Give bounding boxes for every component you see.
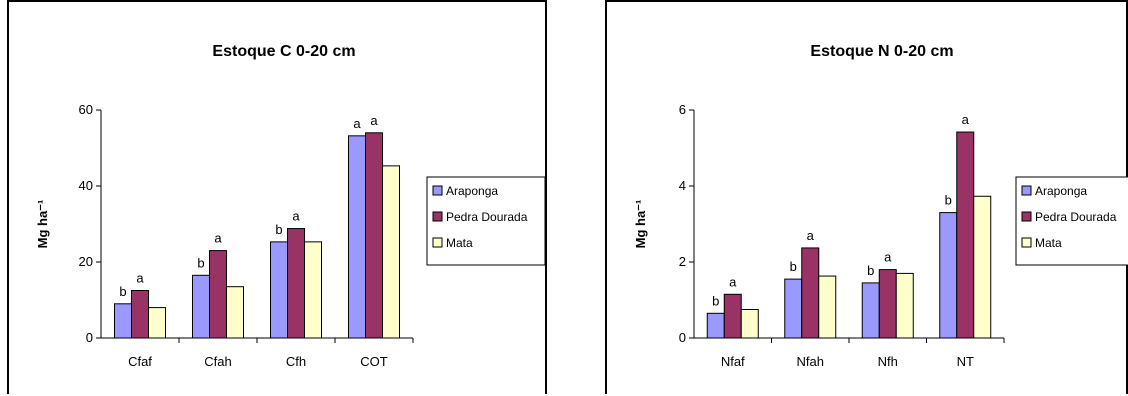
significance-letter: b xyxy=(790,259,797,274)
y-tick-label: 20 xyxy=(79,254,93,269)
legend-box xyxy=(426,176,546,266)
bar xyxy=(706,312,725,339)
y-axis-label: Mg ha⁻¹ xyxy=(633,200,648,249)
bar xyxy=(382,165,400,339)
significance-letter: b xyxy=(712,293,719,308)
bar xyxy=(287,228,305,339)
legend-label: Araponga xyxy=(1035,184,1087,198)
chart-title: Estoque N 0-20 cm xyxy=(810,43,953,60)
x-tick-label: Cfah xyxy=(204,354,231,369)
significance-letter: b xyxy=(119,284,126,299)
bar xyxy=(723,293,742,339)
bar xyxy=(209,250,227,339)
bar xyxy=(365,132,383,339)
x-tick-label: Nfh xyxy=(878,354,898,369)
y-tick-label: 4 xyxy=(679,178,686,193)
bar xyxy=(304,241,322,339)
y-tick-label: 6 xyxy=(679,102,686,117)
y-tick-label: 60 xyxy=(79,102,93,117)
bar xyxy=(939,212,958,339)
bar xyxy=(861,282,880,339)
significance-letter: a xyxy=(353,116,361,131)
chart-panel-carbon: Estoque C 0-20 cm Mg ha⁻¹ 0 20 40 60 Cfaf b a Cfa… xyxy=(7,0,547,394)
x-tick-label: NT xyxy=(957,354,974,369)
bar xyxy=(740,309,759,339)
legend-label: Mata xyxy=(446,236,473,250)
x-tick-label: Nfah xyxy=(797,354,824,369)
bar xyxy=(973,195,992,339)
bar xyxy=(114,303,132,339)
legend-swatch xyxy=(1021,185,1032,196)
significance-letter: a xyxy=(370,113,378,128)
x-tick-label: Cfh xyxy=(286,354,306,369)
legend-swatch xyxy=(432,185,443,196)
significance-letter: a xyxy=(729,274,737,289)
chart-title: Estoque C 0-20 cm xyxy=(212,43,355,60)
legend-label: Mata xyxy=(1035,236,1062,250)
chart-panel-nitrogen: Estoque N 0-20 cm Mg ha⁻¹ 0 2 4 6 Nfaf b a Nfah b a… xyxy=(605,0,1128,394)
bar xyxy=(784,278,803,339)
bar xyxy=(801,247,820,339)
bar xyxy=(878,269,897,339)
significance-letter: a xyxy=(136,271,144,286)
significance-letter: a xyxy=(884,250,892,265)
significance-letter: a xyxy=(962,112,970,127)
legend-swatch xyxy=(432,237,443,248)
y-tick-label: 2 xyxy=(679,254,686,269)
bar xyxy=(192,274,210,339)
bar xyxy=(348,135,366,339)
bar xyxy=(226,286,244,339)
y-tick-label: 0 xyxy=(86,330,93,345)
x-tick-label: Nfaf xyxy=(721,354,745,369)
legend-label: Pedra Dourada xyxy=(1035,210,1117,224)
legend-swatch xyxy=(1021,211,1032,222)
bar xyxy=(131,290,149,339)
bar xyxy=(270,241,288,339)
legend-label: Pedra Dourada xyxy=(446,210,528,224)
y-axis-label: Mg ha⁻¹ xyxy=(35,200,50,249)
significance-letter: b xyxy=(275,222,282,237)
x-tick-label: Cfaf xyxy=(128,354,152,369)
significance-letter: a xyxy=(214,231,222,246)
legend-label: Araponga xyxy=(446,184,498,198)
bar xyxy=(956,131,975,339)
bar xyxy=(148,307,166,339)
x-tick-label: COT xyxy=(360,354,388,369)
significance-letter: b xyxy=(197,255,204,270)
bar xyxy=(895,272,914,339)
legend-box xyxy=(1015,176,1128,266)
bar xyxy=(818,275,837,339)
significance-letter: a xyxy=(292,209,300,224)
y-tick-label: 40 xyxy=(79,178,93,193)
y-tick-label: 0 xyxy=(679,330,686,345)
significance-letter: a xyxy=(807,228,815,243)
legend-swatch xyxy=(432,211,443,222)
significance-letter: b xyxy=(945,193,952,208)
legend-swatch xyxy=(1021,237,1032,248)
significance-letter: b xyxy=(867,263,874,278)
